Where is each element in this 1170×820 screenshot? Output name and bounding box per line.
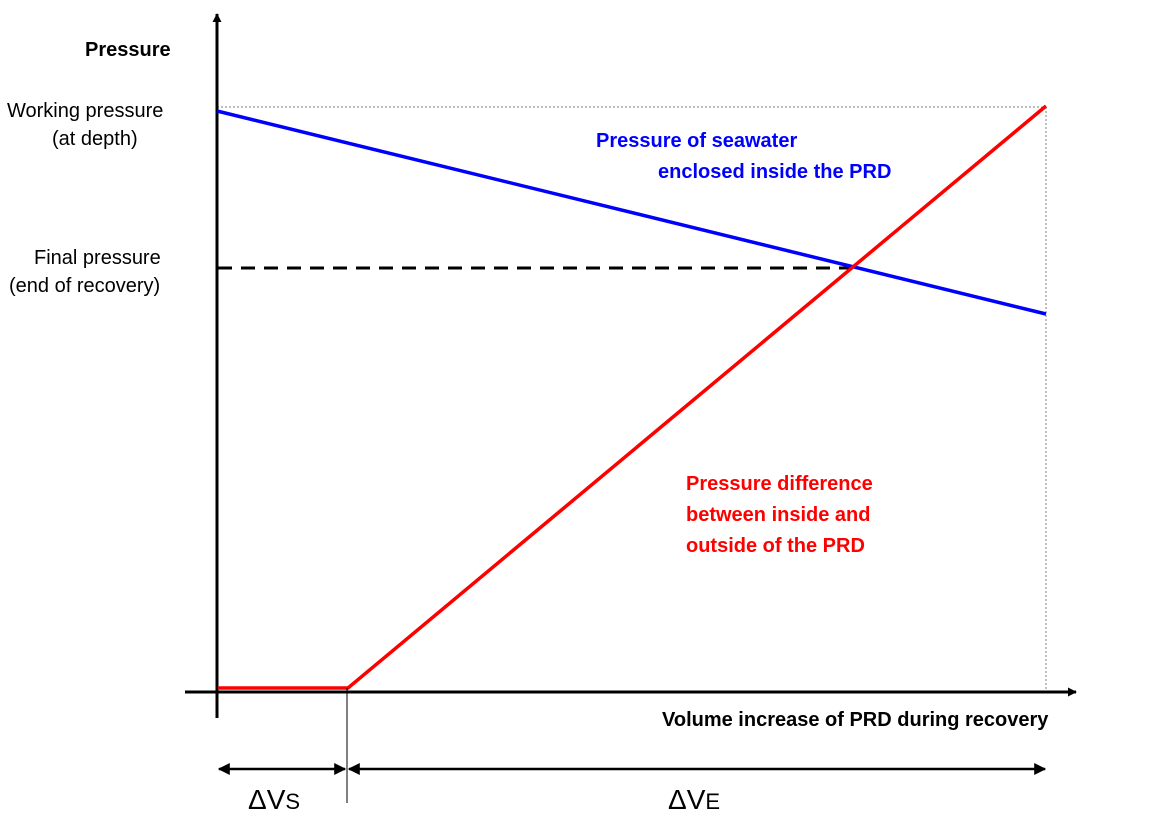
difference-curve-label-line1: Pressure difference xyxy=(686,473,873,495)
seawater-curve-label-line1: Pressure of seawater xyxy=(596,130,797,152)
seawater-curve-label-line2: enclosed inside the PRD xyxy=(658,161,891,183)
expansion-volume-delta: ΔV xyxy=(668,784,706,815)
pressure-difference-line xyxy=(218,104,1048,690)
seal-volume-delta: ΔV xyxy=(248,784,286,815)
final-pressure-label-line2: (end of recovery) xyxy=(9,275,160,297)
difference-curve-label-line2: between inside and xyxy=(686,504,870,526)
expansion-volume-subscript: E xyxy=(705,789,720,814)
seal-volume-subscript: S xyxy=(285,789,300,814)
y-axis-title: Pressure xyxy=(85,39,171,61)
difference-curve-label-line3: outside of the PRD xyxy=(686,535,865,557)
seal-volume-label: ΔVS xyxy=(248,784,300,815)
seawater-pressure-line xyxy=(216,109,1047,316)
final-pressure-label-line1: Final pressure xyxy=(34,247,161,269)
x-axis-title: Volume increase of PRD during recovery xyxy=(662,709,1049,731)
working-pressure-label-line1: Working pressure xyxy=(7,100,163,122)
expansion-volume-label: ΔVE xyxy=(668,784,720,815)
working-pressure-label-line2: (at depth) xyxy=(52,128,138,150)
